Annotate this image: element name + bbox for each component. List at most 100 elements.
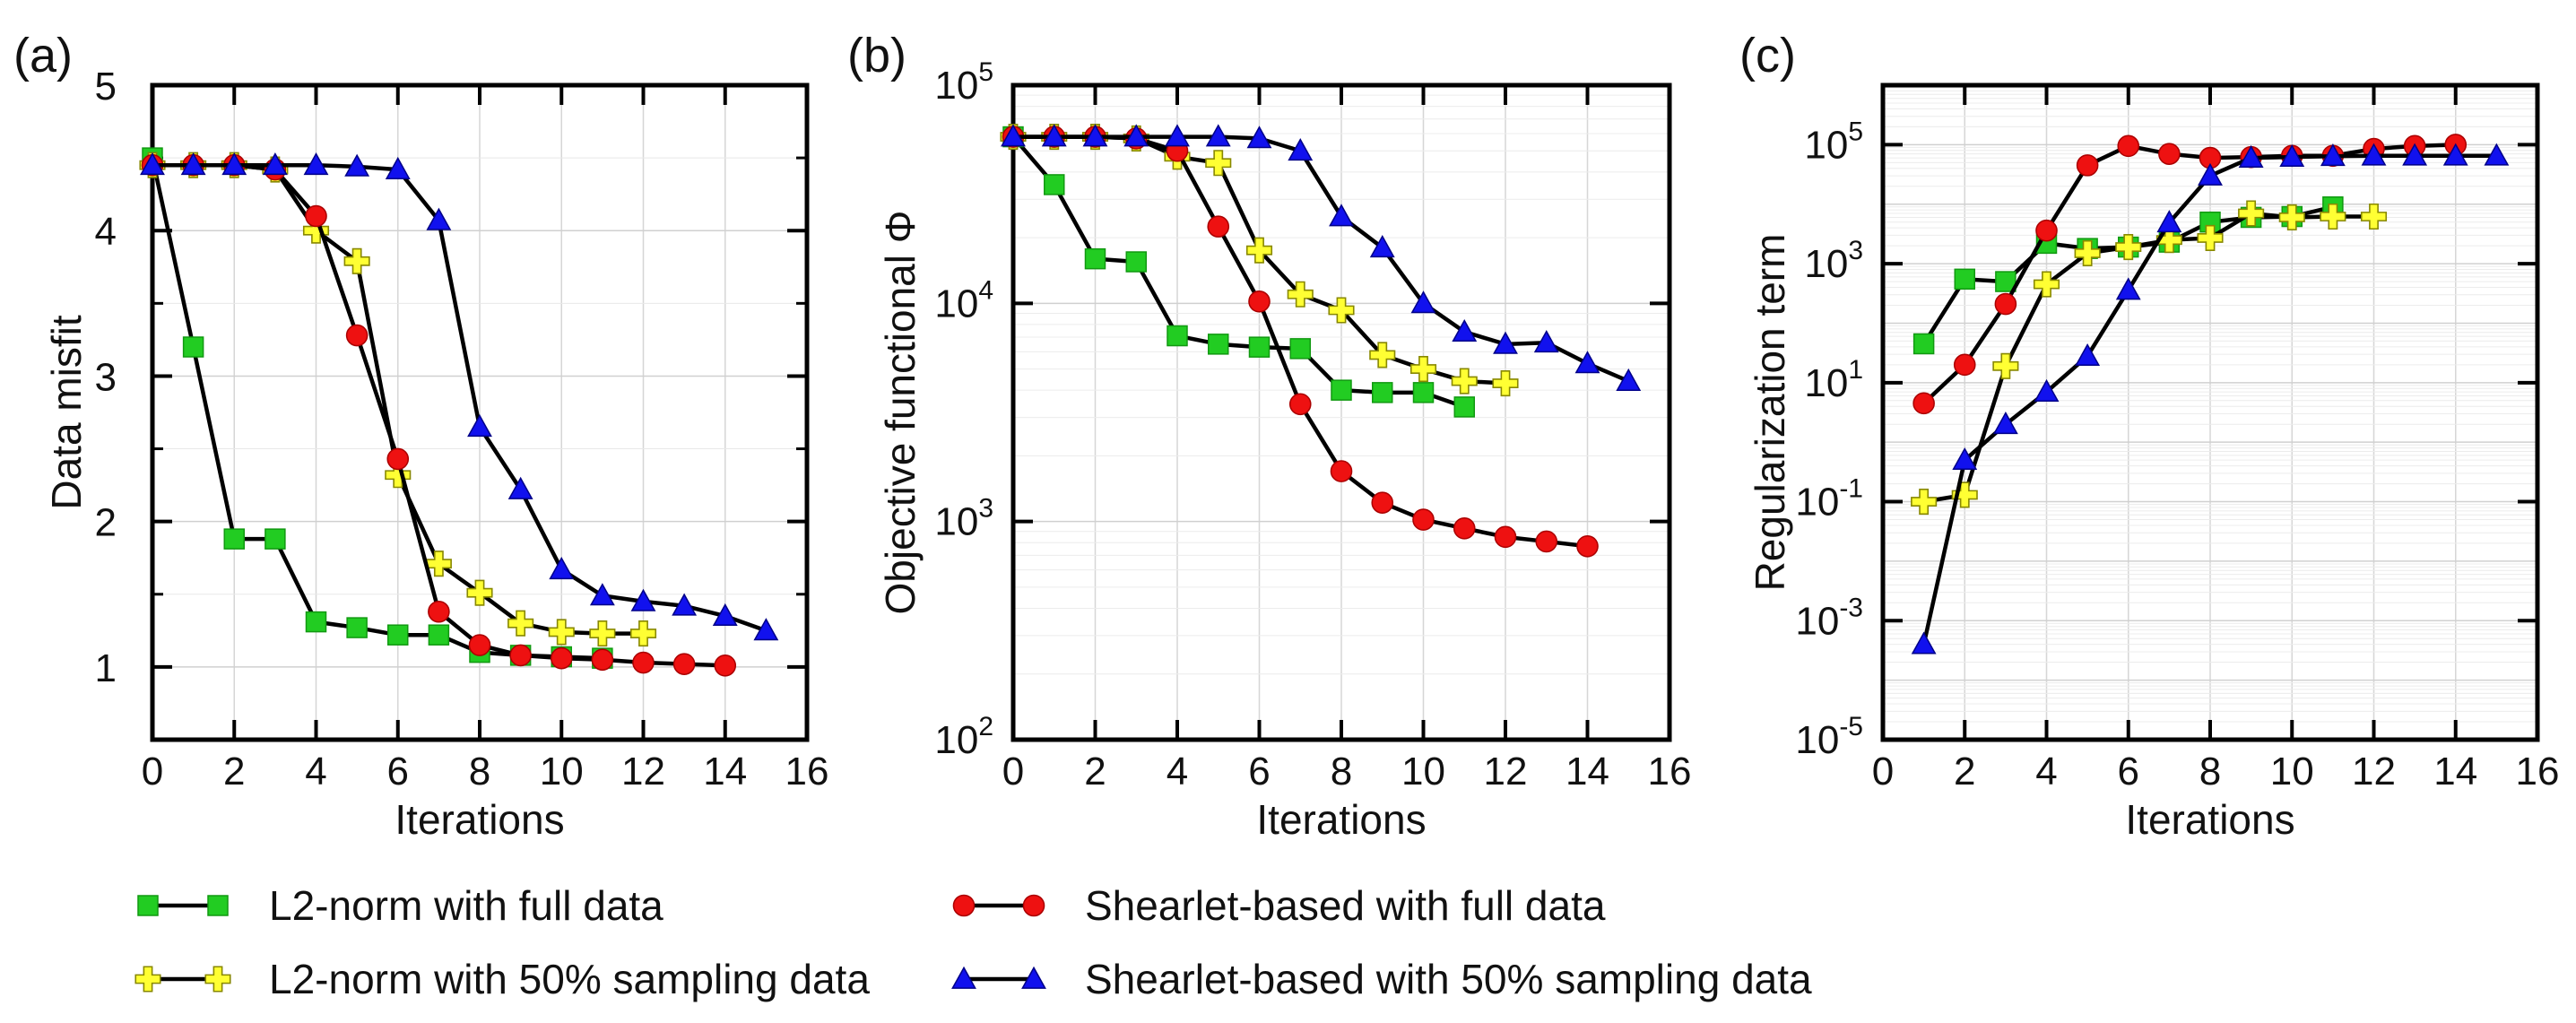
- data-point: [2074, 239, 2101, 266]
- data-point: [1205, 124, 1231, 147]
- x-tick-label: 10: [540, 750, 584, 793]
- data-point: [548, 619, 575, 646]
- data-point: [2484, 143, 2510, 166]
- data-point: [1044, 174, 1065, 195]
- data-point: [753, 618, 779, 641]
- series-line: [150, 157, 603, 661]
- x-axis-label: Iterations: [1256, 796, 1426, 843]
- data-point: [2075, 342, 2101, 367]
- data-point: [2117, 134, 2140, 158]
- legend-marker: [1021, 966, 1046, 989]
- data-point: [1328, 297, 1355, 324]
- data-point: [1453, 396, 1475, 418]
- plot-frame: [1010, 82, 1672, 742]
- data-point: [1452, 318, 1478, 342]
- x-tick-label: 4: [1167, 750, 1188, 793]
- y-tick-label: 5: [95, 65, 117, 108]
- series-line: [1011, 135, 1465, 410]
- data-point: [223, 528, 245, 550]
- data-point: [2156, 210, 2182, 233]
- y-tick-exponent: 5: [978, 57, 993, 87]
- data-point: [2279, 143, 2305, 168]
- y-tick-exponent: 2: [978, 712, 993, 741]
- y-tick-exponent: 5: [1848, 117, 1863, 146]
- data-point: [345, 324, 369, 347]
- data-point: [714, 654, 737, 677]
- data-point: [1992, 412, 2018, 435]
- data-point: [1329, 204, 1354, 227]
- data-point: [1207, 215, 1230, 238]
- data-point: [1001, 124, 1026, 147]
- data-point: [1410, 290, 1436, 314]
- data-point: [1248, 336, 1271, 358]
- data-point: [2442, 143, 2468, 166]
- data-point: [2320, 143, 2346, 167]
- data-point: [1574, 351, 1600, 374]
- y-tick-label: 2: [95, 501, 117, 545]
- legend-marker: [207, 895, 229, 916]
- data-point: [1912, 392, 1935, 415]
- y-tick-label: 10-5: [1795, 712, 1863, 762]
- data-point: [1246, 126, 1272, 149]
- series-l2_50: [1911, 200, 2388, 516]
- data-point: [2238, 144, 2264, 168]
- series-line: [152, 162, 768, 633]
- y-tick-base: 10: [934, 64, 978, 108]
- panel-label: (c): [1739, 29, 1796, 82]
- y-tick-base: 10: [1804, 242, 1848, 286]
- data-point: [1412, 382, 1435, 403]
- legend-marker: [204, 966, 231, 993]
- x-axis-label: Iterations: [2125, 796, 2294, 843]
- y-tick-base: 10: [1795, 481, 1839, 525]
- data-point: [1493, 331, 1518, 354]
- data-point: [1165, 124, 1190, 147]
- data-point: [1911, 488, 1938, 516]
- x-tick-label: 16: [2516, 750, 2560, 793]
- data-point: [2115, 277, 2141, 300]
- data-point: [1287, 281, 1314, 308]
- data-point: [1084, 247, 1106, 270]
- y-tick-label: 105: [934, 57, 993, 108]
- y-tick-label: 3: [95, 355, 117, 399]
- data-point: [1208, 334, 1229, 355]
- x-tick-label: 8: [469, 750, 490, 793]
- data-point: [630, 588, 656, 611]
- data-point: [1372, 382, 1393, 403]
- y-tick-label: 1: [95, 646, 117, 690]
- legend-marker: [951, 966, 976, 989]
- legend-label: L2-norm with full data: [269, 882, 664, 929]
- x-tick-label: 12: [621, 750, 665, 793]
- data-point: [672, 653, 696, 675]
- data-point: [305, 204, 327, 228]
- legend-label: Shearlet-based with full data: [1085, 882, 1606, 929]
- data-point: [2238, 200, 2265, 227]
- data-point: [1616, 368, 1642, 391]
- data-point: [507, 610, 534, 637]
- series-sh_50: [140, 152, 779, 641]
- data-point: [549, 557, 575, 580]
- data-point: [2035, 219, 2058, 242]
- data-point: [2076, 154, 2099, 177]
- legend-marker: [137, 895, 159, 916]
- series-line: [152, 162, 725, 668]
- data-point: [343, 247, 370, 274]
- legend-item-l2_50: L2-norm with 50% sampling data: [134, 956, 870, 1002]
- data-point: [2361, 143, 2387, 166]
- data-point: [1289, 338, 1311, 360]
- x-tick-label: 4: [2035, 750, 2057, 793]
- x-tick-label: 6: [2118, 750, 2139, 793]
- data-point: [2033, 271, 2060, 298]
- data-point: [2198, 162, 2223, 186]
- y-tick-label: 10-3: [1795, 593, 1863, 643]
- data-point: [589, 620, 616, 647]
- data-point: [509, 644, 532, 667]
- data-point: [1533, 330, 1559, 353]
- data-point: [221, 152, 247, 176]
- data-point: [589, 583, 615, 606]
- data-point: [1992, 352, 2019, 379]
- plot-frame: [150, 82, 810, 742]
- y-tick-label: 105: [1804, 117, 1863, 167]
- y-tick-base: 10: [1795, 599, 1839, 643]
- y-tick-base: 10: [934, 282, 978, 325]
- y-tick-base: 10: [1804, 361, 1848, 405]
